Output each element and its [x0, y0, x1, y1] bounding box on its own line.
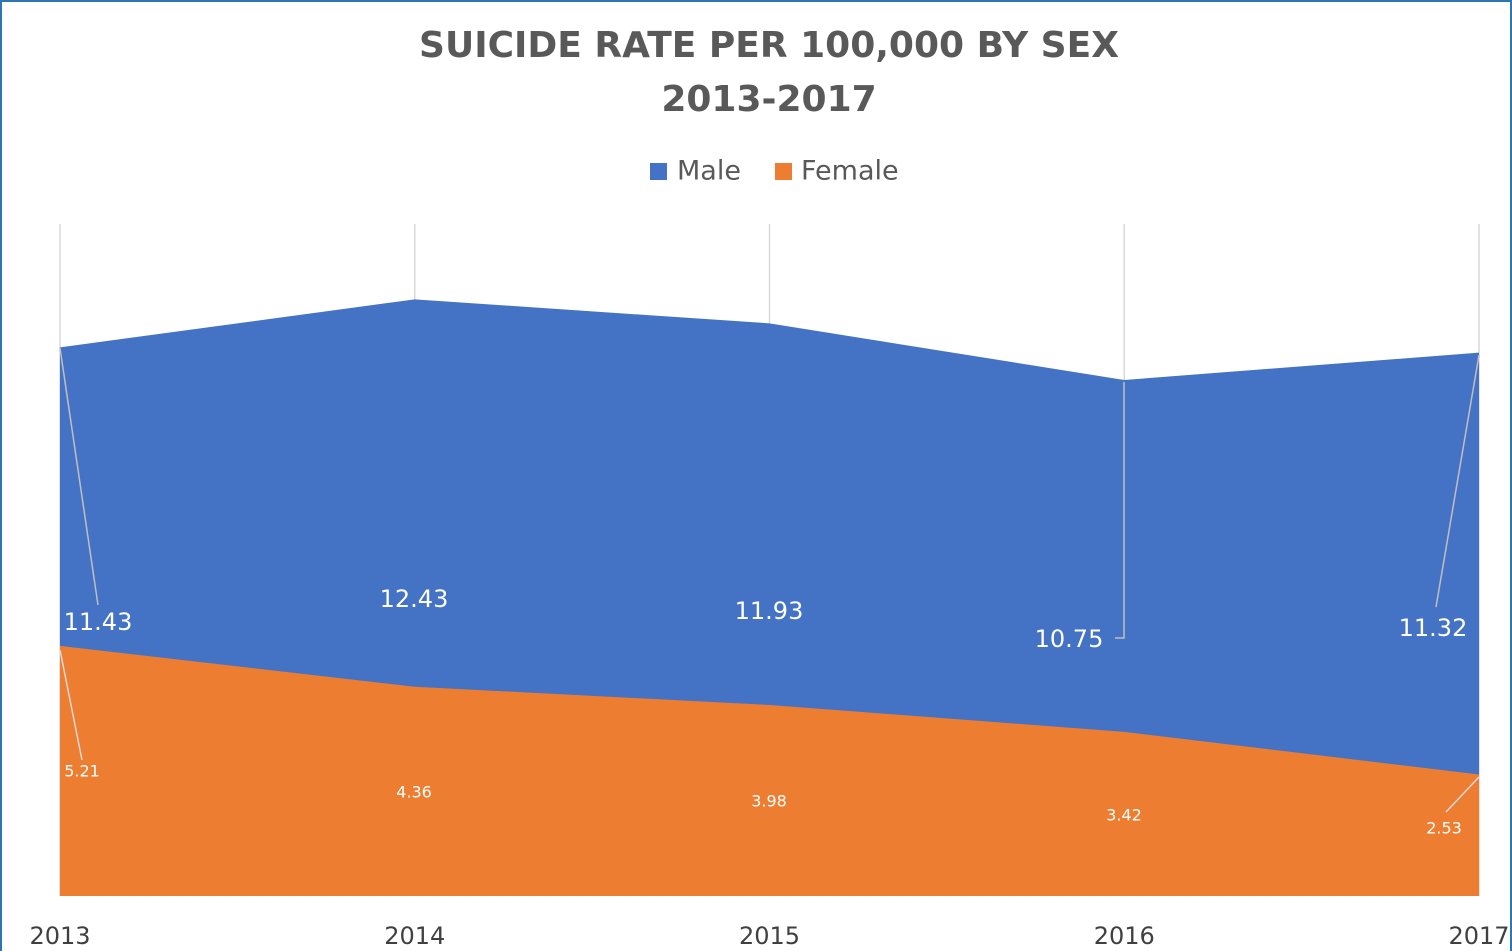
data-label: 12.43 [380, 585, 449, 613]
legend-label: Female [801, 156, 899, 187]
data-label: 11.93 [735, 597, 804, 625]
data-label: 3.42 [1106, 806, 1142, 825]
data-label: 5.21 [64, 762, 100, 781]
legend-swatch [650, 163, 667, 180]
data-label: 11.43 [64, 608, 133, 636]
data-label: 11.32 [1399, 614, 1468, 642]
data-label: 3.98 [751, 792, 787, 811]
data-label: 4.36 [396, 783, 432, 802]
leader-line [1435, 354, 1480, 608]
x-tick-label: 2016 [1094, 922, 1155, 950]
x-tick-label: 2013 [29, 922, 90, 950]
legend-label: Male [677, 156, 741, 187]
x-tick-label: 2014 [384, 922, 445, 950]
leader-line [1445, 776, 1480, 813]
data-label: 2.53 [1426, 819, 1462, 838]
leader-line [59, 347, 99, 606]
data-label: 10.75 [1035, 625, 1104, 653]
legend-swatch [775, 163, 792, 180]
chart-subtitle: 2013-2017 [661, 79, 876, 120]
area [60, 645, 1479, 896]
x-tick-label: 2015 [739, 922, 800, 950]
x-tick-label: 2017 [1448, 922, 1509, 950]
leader-line [59, 649, 83, 761]
chart-title: SUICIDE RATE PER 100,000 BY SEX [419, 25, 1119, 66]
leader-line [1115, 382, 1125, 639]
